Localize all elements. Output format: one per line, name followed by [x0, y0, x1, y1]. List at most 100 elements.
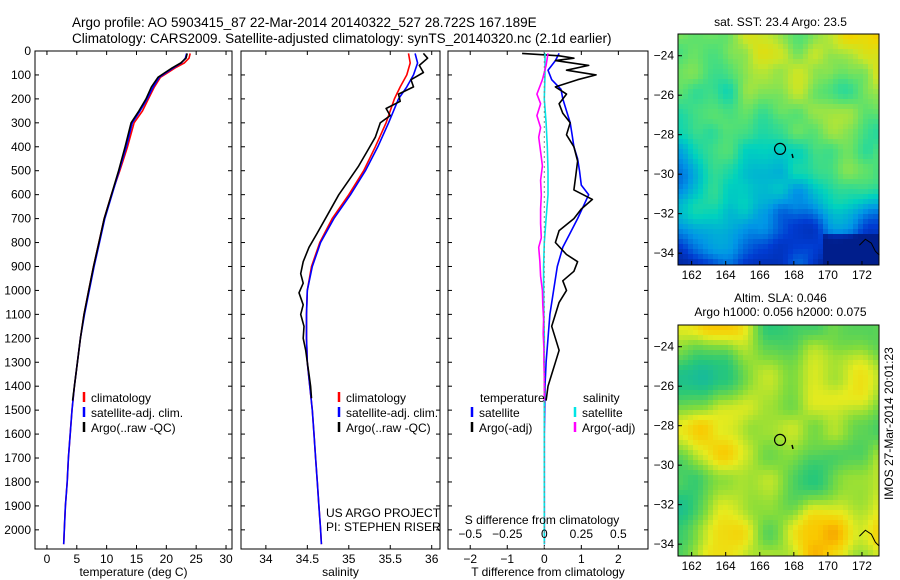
sst_map-cell: [768, 179, 773, 184]
sla_map-cell: [788, 355, 793, 360]
sst_map-cell: [703, 254, 708, 259]
sst_map-cell: [808, 199, 813, 204]
sla_map-cell: [768, 385, 773, 390]
sla_map-cell: [743, 390, 748, 395]
sla_map-cell: [828, 445, 833, 450]
sla_map-cell: [678, 500, 683, 505]
sst_map-cell: [868, 34, 873, 39]
sla_map-cell: [698, 445, 703, 450]
sst_map-cell: [708, 174, 713, 179]
sla_map-cell: [793, 410, 798, 415]
sla_map-cell: [838, 450, 843, 455]
sst_map-cell: [793, 44, 798, 49]
sla_map-cell: [798, 365, 803, 370]
sla_map-cell: [683, 535, 688, 540]
sst_map-cell: [798, 259, 803, 264]
sla_map-cell: [688, 365, 693, 370]
imos-timestamp: IMOS 27-Mar-2014 20:01:23: [882, 347, 896, 500]
sst_map-cell: [853, 84, 858, 89]
sst_map-cell: [708, 64, 713, 69]
sla_map-cell: [798, 325, 803, 330]
sla_map-cell: [838, 420, 843, 425]
sla_map-cell: [838, 325, 843, 330]
sla_map-cell: [768, 435, 773, 440]
sla_map-cell: [793, 370, 798, 375]
sst_map-cell: [678, 124, 683, 129]
sla_map-cell: [723, 435, 728, 440]
sst_map-cell: [698, 129, 703, 134]
sla_map-cell: [863, 375, 868, 380]
sst_map-cell: [728, 159, 733, 164]
sla_map-cell: [743, 445, 748, 450]
sst_map-cell: [778, 144, 783, 149]
sla_map-cell: [713, 360, 718, 365]
sst_map-cell: [783, 139, 788, 144]
sst_map-cell: [843, 169, 848, 174]
sst_map-cell: [763, 214, 768, 219]
sst_map-cell: [853, 39, 858, 44]
sla_map-cell: [683, 370, 688, 375]
sst_map-cell: [818, 244, 823, 249]
sla_map-cell: [718, 460, 723, 465]
sst_map-cell: [843, 214, 848, 219]
sst_map-cell: [853, 44, 858, 49]
sst_map-cell: [868, 79, 873, 84]
sla_map-cell: [693, 465, 698, 470]
sst_map-cell: [778, 99, 783, 104]
temperature-ytick-label: 700: [11, 212, 31, 226]
sla_map-cell: [733, 395, 738, 400]
sla_map-cell: [788, 430, 793, 435]
sla_map-cell: [858, 500, 863, 505]
sla_map-cell: [803, 405, 808, 410]
sst_map-cell: [848, 149, 853, 154]
sst_map-cell: [868, 204, 873, 209]
sst_map-cell: [853, 129, 858, 134]
sst_map-cell: [688, 119, 693, 124]
sst_map-cell: [853, 49, 858, 54]
sst_map-cell: [868, 184, 873, 189]
sst_map-cell: [868, 149, 873, 154]
sst_map-cell: [708, 69, 713, 74]
sla_map-cell: [823, 550, 828, 555]
sst_map-cell: [798, 119, 803, 124]
sst_map-cell: [713, 159, 718, 164]
sst_map-cell: [793, 139, 798, 144]
sla_map-cell: [728, 520, 733, 525]
sla_map-cell: [723, 545, 728, 550]
sst_map-cell: [728, 134, 733, 139]
sst_map-cell: [793, 34, 798, 39]
sla_map-cell: [723, 540, 728, 545]
sla_map-cell: [798, 490, 803, 495]
sla_map-cell: [848, 455, 853, 460]
sst_map-cell: [848, 254, 853, 259]
sst_map-cell: [833, 179, 838, 184]
sla_map-cell: [803, 355, 808, 360]
sst_map-cell: [678, 39, 683, 44]
sst_map-cell: [848, 184, 853, 189]
sst_map-cell: [793, 179, 798, 184]
sst_map-cell: [693, 254, 698, 259]
sst_map-cell: [808, 129, 813, 134]
sst_map-cell: [843, 64, 848, 69]
sla_map-cell: [693, 375, 698, 380]
sst_map-cell: [713, 254, 718, 259]
sla_map-cell: [773, 415, 778, 420]
sst_map-cell: [688, 84, 693, 89]
sst_map-cell: [678, 44, 683, 49]
sst_map-cell: [758, 89, 763, 94]
sst_map-cell: [773, 74, 778, 79]
sst_map-cell: [828, 169, 833, 174]
sla_map-cell: [763, 380, 768, 385]
sla_map-cell: [728, 515, 733, 520]
sla_map-cell: [773, 340, 778, 345]
sst_map-cell: [738, 239, 743, 244]
sst_map-cell: [733, 254, 738, 259]
sst_map-cell: [763, 164, 768, 169]
sla_map-cell: [708, 530, 713, 535]
sla_map-cell: [813, 430, 818, 435]
sst_map-cell: [733, 64, 738, 69]
sla_map-cell: [828, 400, 833, 405]
sst_map-cell: [793, 144, 798, 149]
sst_map-cell: [803, 79, 808, 84]
sla_map-cell: [678, 450, 683, 455]
